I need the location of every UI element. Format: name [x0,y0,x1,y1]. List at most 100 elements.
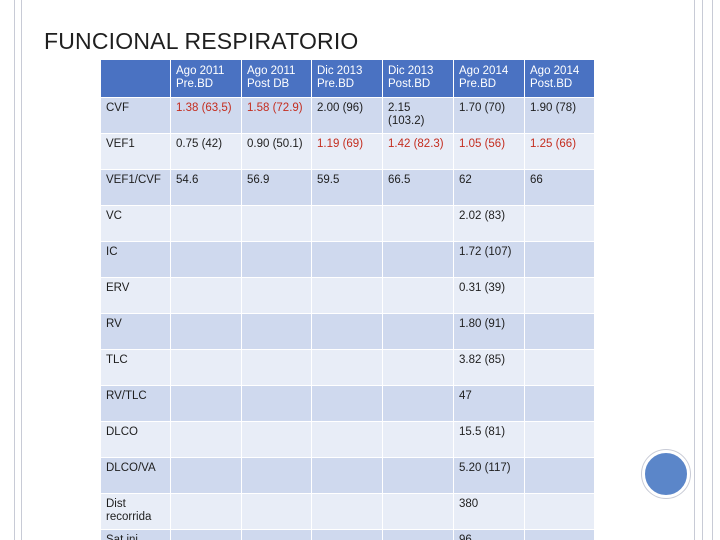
table-cell [170,529,242,540]
row-label: DLCO [100,421,171,458]
table-cell [382,277,454,314]
table-cell [311,241,383,278]
table-cell: 1.25 (66) [524,133,595,170]
table-cell: 62 [453,169,525,206]
table-cell [241,529,312,540]
column-header-date: Ago 2011 [247,65,296,77]
table-row: Sat ini 96 [100,529,595,540]
table-row: DLCO 15.5 (81) [100,421,595,458]
table-cell: 1.58 (72.9) [241,97,312,134]
table-cell [524,421,595,458]
table-cell: 1.72 (107) [453,241,525,278]
table-cell: 15.5 (81) [453,421,525,458]
table-cell [170,277,242,314]
row-label: VEF1 [100,133,171,170]
table-cell: 56.9 [241,169,312,206]
header-corner-cell [100,60,171,98]
table-cell [241,493,312,530]
table-cell [311,457,383,494]
table-cell [382,313,454,350]
table-cell [241,277,312,314]
table-cell: 1.90 (78) [524,97,595,134]
table-row: RV/TLC 47 [100,385,595,422]
column-header-condition: Pre.BD [459,78,497,90]
table-cell [382,493,454,530]
table-cell [170,349,242,386]
row-label: IC [100,241,171,278]
table-cell [524,277,595,314]
column-header: Ago 2011 Post DB [241,60,312,98]
table-cell [524,529,595,540]
table-cell: 59.5 [311,169,383,206]
table-cell [241,241,312,278]
row-label: Dist recorrida [100,493,171,530]
table-cell: 1.42 (82.3) [382,133,454,170]
table-cell [170,241,242,278]
table-row: CVF 1.38 (63,5) 1.58 (72.9) 2.00 (96) 2.15 (… [100,97,595,134]
table-cell [170,457,242,494]
table-cell [382,421,454,458]
table-cell: 5.20 (117) [453,457,525,494]
table-row: Dist recorrida 380 [100,493,595,530]
table-row: TLC 3.82 (85) [100,349,595,386]
column-header-date: Ago 2014 [459,65,509,77]
table-cell [524,205,595,242]
table-cell [524,349,595,386]
row-label: VEF1/CVF [100,169,171,206]
row-label: RV/TLC [100,385,171,422]
table-cell [311,313,383,350]
table-cell [311,529,383,540]
table-cell: 96 [453,529,525,540]
column-header-condition: Post.BD [530,78,573,90]
column-header-condition: Post.BD [388,78,431,90]
table-row: RV 1.80 (91) [100,313,595,350]
table-cell: 1.70 (70) [453,97,525,134]
table-body: CVF 1.38 (63,5) 1.58 (72.9) 2.00 (96) 2.15 (… [100,97,595,540]
table-cell: 1.19 (69) [311,133,383,170]
table-cell [311,493,383,530]
column-header-date: Dic 2013 [388,65,434,77]
table-cell: 54.6 [170,169,242,206]
table-cell [382,349,454,386]
table-cell [241,349,312,386]
row-label: CVF [100,97,171,134]
table-cell: 1.38 (63,5) [170,97,242,134]
table-cell: 2.15 (103.2) [382,97,454,134]
table-row: VC 2.02 (83) [100,205,595,242]
table-cell: 47 [453,385,525,422]
row-label: ERV [100,277,171,314]
table-cell: 0.31 (39) [453,277,525,314]
column-header-date: Ago 2011 [176,65,225,77]
table-cell [524,241,595,278]
table-cell [382,205,454,242]
row-label: TLC [100,349,171,386]
table-cell [241,457,312,494]
slide-title: FUNCIONAL RESPIRATORIO [44,28,359,54]
table-cell [241,385,312,422]
table-cell [524,493,595,530]
row-label: DLCO/VA [100,457,171,494]
right-border-line [712,0,713,540]
column-header-date: Dic 2013 [317,65,363,77]
table-row: VEF1/CVF 54.6 56.9 59.5 66.5 62 66 [100,169,595,206]
table-cell: 66.5 [382,169,454,206]
table-cell [170,313,242,350]
column-header: Ago 2011 Pre.BD [170,60,242,98]
table-cell: 66 [524,169,595,206]
table-row: VEF1 0.75 (42) 0.90 (50.1) 1.19 (69) 1.42 (8… [100,133,595,170]
column-header: Dic 2013 Pre.BD [311,60,383,98]
table-cell: 0.75 (42) [170,133,242,170]
table-row: DLCO/VA 5.20 (117) [100,457,595,494]
table-cell [241,205,312,242]
table-row: ERV 0.31 (39) [100,277,595,314]
table-cell [382,529,454,540]
table-cell [170,421,242,458]
column-header-condition: Pre.BD [317,78,355,90]
table-cell [524,385,595,422]
table-cell [170,205,242,242]
column-header-condition: Pre.BD [176,78,214,90]
table-cell [311,349,383,386]
table-cell [524,313,595,350]
column-header: Ago 2014 Pre.BD [453,60,525,98]
column-header-date: Ago 2014 [530,65,580,77]
